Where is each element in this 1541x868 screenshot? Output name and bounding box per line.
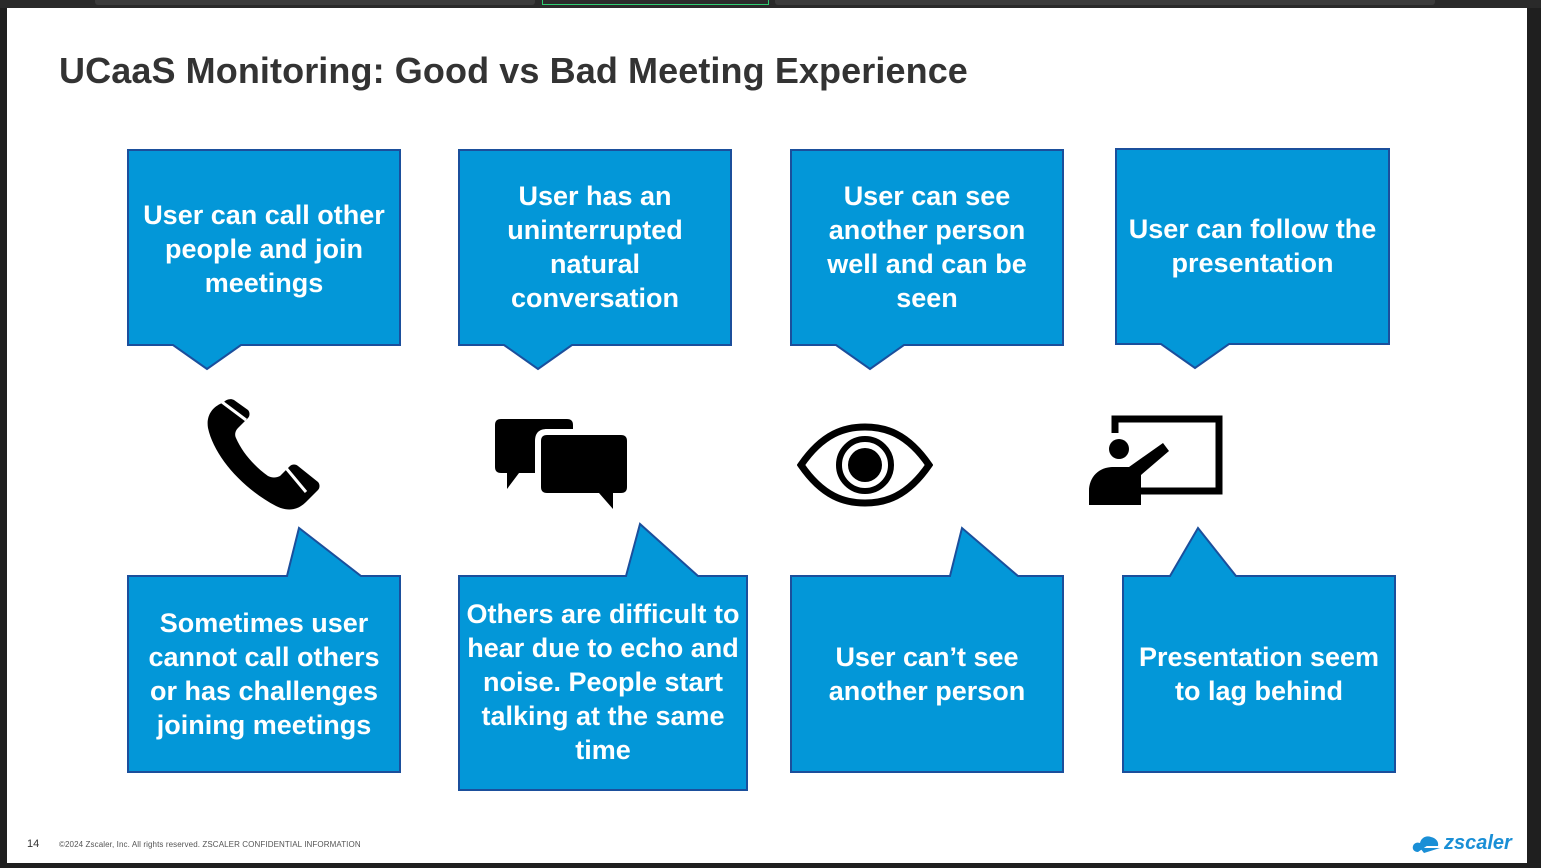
callout-text: User can call other people and join meet…: [143, 200, 385, 298]
callout-text: User can see another person well and can…: [827, 181, 1027, 313]
bad-callout-video: User can’t see another person: [790, 526, 1064, 773]
page-number: 14: [27, 838, 40, 850]
good-callout-conversation: User has an uninterrupted natural conver…: [458, 149, 732, 371]
callout-text: Sometimes user cannot call others or has…: [148, 608, 380, 740]
window-top-bar: [0, 0, 1541, 8]
zscaler-logo: zscaler: [1412, 832, 1512, 855]
toolbar-segment: [775, 0, 1435, 5]
callout-text: User can’t see another person: [828, 642, 1026, 706]
active-tab-indicator[interactable]: [542, 0, 769, 5]
slide-title: UCaaS Monitoring: Good vs Bad Meeting Ex…: [59, 50, 968, 91]
good-callout-call: User can call other people and join meet…: [127, 149, 401, 371]
callout-text: User has an uninterrupted natural conver…: [507, 181, 683, 313]
callout-text: Others are difficult to hear due to echo…: [466, 599, 740, 765]
bad-callout-call: Sometimes user cannot call others or has…: [127, 526, 401, 773]
bad-callout-conversation: Others are difficult to hear due to echo…: [458, 522, 748, 791]
phone-icon: [202, 398, 322, 513]
chat-bubbles-icon: [489, 411, 631, 511]
callout-text: User can follow the presentation: [1128, 214, 1377, 278]
copyright-notice: ©2024 Zscaler, Inc. All rights reserved.…: [59, 840, 361, 849]
eye-icon: [796, 423, 934, 507]
good-callout-video: User can see another person well and can…: [790, 149, 1064, 371]
presentation-icon: [1087, 413, 1227, 513]
good-callout-presentation: User can follow the presentation: [1115, 148, 1390, 370]
bad-callout-presentation: Presentation seem to lag behind: [1122, 526, 1396, 773]
toolbar-segment: [95, 0, 535, 5]
logo-text: zscaler: [1444, 832, 1512, 854]
callout-text: Presentation seem to lag behind: [1138, 642, 1380, 706]
slide: UCaaS Monitoring: Good vs Bad Meeting Ex…: [7, 8, 1527, 863]
zscaler-cloud-icon: [1412, 835, 1440, 853]
